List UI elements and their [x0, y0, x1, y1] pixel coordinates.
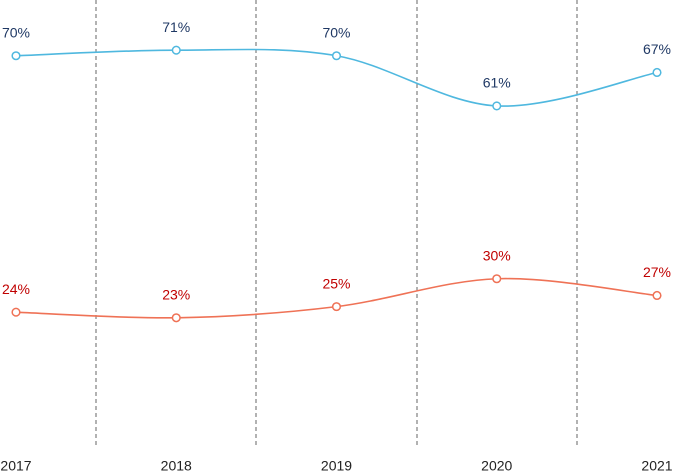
data-label: 61%: [483, 75, 511, 91]
point: [652, 290, 662, 301]
point: [171, 313, 181, 323]
point: [11, 51, 21, 61]
point: [652, 67, 662, 78]
point: [11, 307, 21, 317]
data-label: 70%: [2, 24, 30, 40]
data-label: 71%: [162, 19, 190, 35]
data-label: 24%: [2, 281, 30, 297]
x-tick-label: 2021: [641, 458, 672, 474]
data-label: 30%: [483, 247, 511, 263]
data-label: 25%: [322, 275, 350, 291]
x-tick-label: 2020: [481, 458, 512, 474]
point: [492, 101, 502, 111]
x-tick-label: 2019: [321, 458, 352, 474]
point: [492, 274, 502, 284]
separators: [95, 0, 578, 446]
x-tick-label: 2017: [0, 458, 31, 474]
point: [171, 45, 181, 55]
data-label: 27%: [643, 264, 671, 280]
x-tick-label: 2018: [161, 458, 192, 474]
data-label: 67%: [643, 41, 671, 57]
point: [331, 302, 342, 312]
point: [331, 51, 342, 61]
data-label: 70%: [322, 24, 350, 40]
data-label: 23%: [162, 286, 190, 302]
